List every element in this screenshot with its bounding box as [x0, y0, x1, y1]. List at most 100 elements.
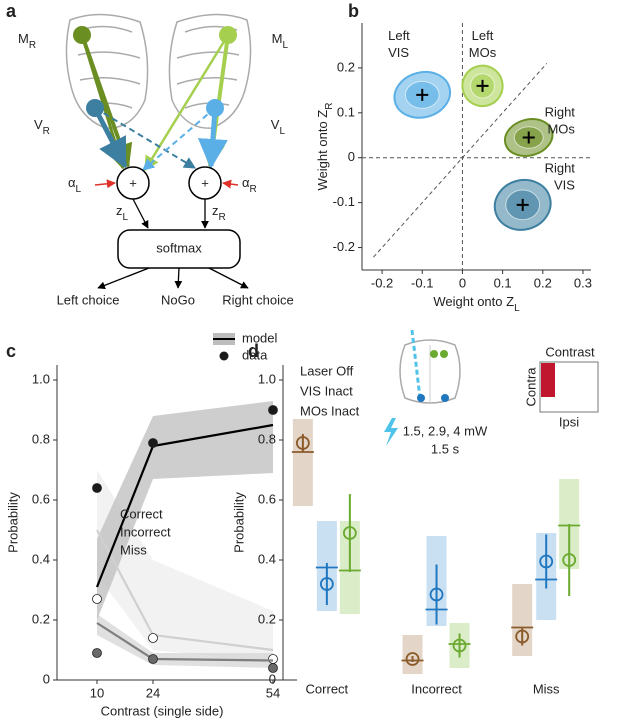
model-band	[292, 419, 313, 506]
data-point	[539, 554, 554, 569]
bias-label-base: α	[68, 175, 76, 190]
sum-symbol: +	[129, 175, 137, 190]
inset-label: Ipsi	[559, 414, 579, 429]
cluster-center	[522, 131, 535, 144]
data-point	[148, 633, 158, 643]
data-point	[148, 438, 158, 448]
laser-text: 1.5 s	[431, 441, 460, 456]
y-tick-label: 0.6	[258, 491, 276, 506]
output-label: Right choice	[222, 292, 294, 307]
y-tick-label: -0.2	[333, 239, 355, 254]
x-tick-label: 24	[146, 685, 160, 700]
x-axis-label-base: Weight onto Z	[433, 294, 514, 309]
x-axis-label-sub: L	[514, 303, 520, 314]
data-point	[268, 663, 278, 673]
data-point	[342, 526, 357, 540]
y-axis-label-base: Weight onto Z	[315, 110, 330, 191]
input-node	[219, 26, 237, 44]
x-tick-label: 0.1	[494, 275, 512, 290]
cluster-label: MOs	[547, 121, 575, 136]
arrow	[97, 267, 150, 290]
x-tick-label: -0.2	[371, 275, 393, 290]
input-node	[206, 99, 224, 117]
arrow	[143, 34, 230, 172]
panel-label: d	[248, 341, 259, 361]
panel-label: c	[6, 341, 16, 361]
y-axis-label: Weight onto ZR	[315, 103, 334, 191]
inset-label: Contrast	[545, 344, 595, 359]
output-label: NoGo	[161, 292, 195, 307]
sum-label-base: z	[212, 203, 219, 218]
arrow	[174, 267, 183, 289]
bias-label: αL	[68, 175, 82, 194]
y-tick-label: 0.8	[258, 431, 276, 446]
input-label-base: V	[271, 117, 280, 132]
cluster-label: VIS	[388, 45, 409, 60]
input-label: VL	[271, 117, 286, 136]
y-tick-label: 0	[269, 671, 276, 686]
y-tick-label: 0.6	[32, 491, 50, 506]
data-point	[92, 648, 102, 658]
y-tick-label: 1.0	[32, 371, 50, 386]
model-band	[97, 401, 273, 620]
sum-label: zL	[116, 203, 129, 222]
input-node	[73, 26, 91, 44]
data-point	[405, 652, 420, 666]
cluster-label: Right	[545, 160, 576, 175]
sum-label-sub: L	[123, 212, 129, 223]
arrow	[197, 107, 228, 169]
bias-label-base: α	[242, 175, 250, 190]
input-label: MR	[18, 31, 36, 50]
data-point	[452, 638, 467, 653]
data-point	[268, 405, 278, 415]
series-label: Miss	[120, 542, 147, 557]
inset-label: Contra	[523, 367, 538, 407]
cluster-label: Left	[388, 28, 410, 43]
legend-label: Laser Off	[300, 363, 354, 378]
data-point	[295, 436, 310, 450]
y-axis-label: Probability	[231, 492, 246, 553]
y-tick-label: 0.4	[32, 551, 50, 566]
x-tick-label: -0.1	[411, 275, 433, 290]
legend-label: MOs Inact	[300, 403, 360, 418]
y-tick-label: 0	[348, 149, 355, 164]
data-point	[515, 629, 530, 644]
y-tick-label: 0.8	[32, 431, 50, 446]
y-tick-label: 0.2	[258, 611, 276, 626]
legend-label: model	[242, 330, 278, 345]
bias-label-sub: L	[76, 184, 82, 195]
panel-label: b	[348, 1, 359, 21]
input-label-base: M	[272, 31, 283, 46]
x-axis-label: Contrast (single side)	[101, 703, 224, 718]
panel-label: a	[6, 1, 17, 21]
series-label: Incorrect	[120, 524, 171, 539]
laser-text: 1.5, 2.9, 4 mW	[403, 423, 488, 438]
x-tick-label: 54	[266, 685, 280, 700]
x-tick-label: 0	[459, 275, 466, 290]
x-axis-label: Weight onto ZL	[433, 294, 520, 313]
data-point	[429, 587, 444, 602]
output-label: Left choice	[57, 292, 120, 307]
softmax-label: softmax	[156, 240, 202, 255]
x-tick-label: Correct	[306, 681, 349, 696]
cluster-label: VIS	[554, 177, 575, 192]
y-tick-label: -0.1	[333, 194, 355, 209]
input-label-base: M	[18, 31, 29, 46]
legend-label: VIS Inact	[300, 383, 353, 398]
identity-line	[373, 63, 548, 258]
cluster-label: Left	[472, 28, 494, 43]
model-band	[97, 614, 273, 668]
inset-brain	[384, 329, 599, 446]
input-label: VR	[34, 117, 50, 136]
data-point	[562, 553, 577, 567]
input-node	[86, 99, 104, 117]
legend-label: data	[242, 347, 268, 362]
arrow	[142, 107, 216, 171]
input-label-sub: L	[282, 40, 288, 51]
x-tick-label: 0.2	[534, 275, 552, 290]
y-tick-label: 0.2	[337, 59, 355, 74]
input-label: ML	[272, 31, 289, 50]
x-tick-label: Incorrect	[411, 681, 462, 696]
model-band	[402, 635, 423, 674]
